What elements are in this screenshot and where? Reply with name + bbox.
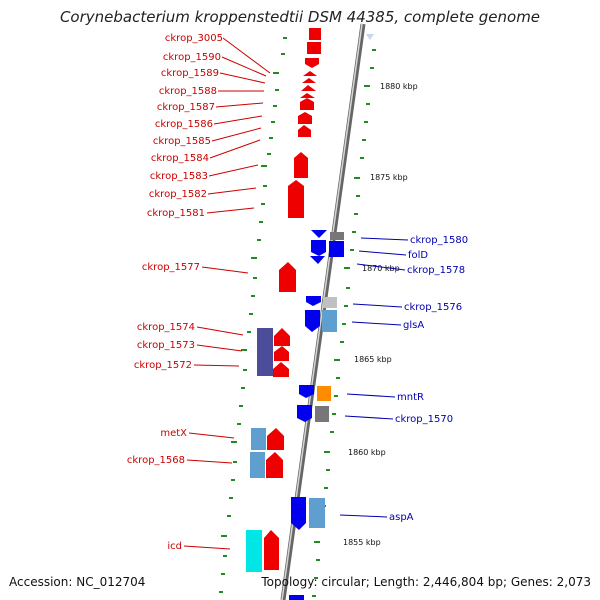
gene-bottom-partial[interactable] (289, 595, 304, 600)
other-genes (246, 232, 344, 572)
label-ckrop-1574[interactable]: ckrop_1574 (137, 322, 195, 333)
gene-pseudo-1579[interactable] (330, 232, 344, 240)
accession-text: Accession: NC_012704 (9, 575, 146, 589)
label-aspA[interactable]: aspA (389, 512, 414, 523)
gene-ckrop-1568[interactable] (266, 452, 283, 478)
gene-ckrop-1590[interactable] (307, 42, 321, 54)
gene-glsA[interactable] (305, 310, 320, 332)
label-mntR[interactable]: mntR (397, 392, 424, 403)
label-ckrop-1583[interactable]: ckrop_1583 (150, 171, 208, 182)
gene-ckrop-1581[interactable] (288, 180, 304, 218)
gene-ckrop-1573[interactable] (274, 346, 289, 361)
label-ckrop-1582[interactable]: ckrop_1582 (149, 189, 207, 200)
gene-ckrop-1586a[interactable] (301, 85, 316, 91)
gene-rna-1568[interactable] (250, 452, 265, 478)
gene-ckrop-1580-top[interactable] (311, 230, 327, 238)
gene-icd-forward[interactable] (264, 530, 279, 570)
gene-ckrop-1585[interactable] (300, 98, 314, 110)
label-metX[interactable]: metX (160, 428, 187, 439)
scale-label-1880: 1880 kbp (380, 82, 418, 91)
scale-label-1860: 1860 kbp (348, 448, 386, 457)
gene-ckrop-1587[interactable] (302, 78, 316, 83)
gene-ckrop-1584[interactable] (298, 112, 312, 124)
label-ckrop-1580[interactable]: ckrop_1580 (410, 235, 468, 246)
label-ckrop-1589[interactable]: ckrop_1589 (161, 68, 219, 79)
gene-ckrop-1583[interactable] (298, 125, 311, 137)
label-ckrop-1570[interactable]: ckrop_1570 (395, 414, 453, 425)
scale-label-1855: 1855 kbp (343, 538, 381, 547)
genome-summary-text: Topology: circular; Length: 2,446,804 bp… (261, 575, 591, 589)
label-ckrop-3005[interactable]: ckrop_3005 (165, 33, 223, 44)
gene-pseudo-1571[interactable] (315, 406, 329, 422)
label-ckrop-1568[interactable]: ckrop_1568 (127, 455, 185, 466)
label-ckrop-1588[interactable]: ckrop_1588 (159, 86, 217, 97)
label-folD[interactable]: folD (408, 250, 428, 261)
gene-cyan-icd[interactable] (246, 530, 262, 572)
gene-ckrop-1588[interactable] (303, 71, 317, 76)
scale-label-1875: 1875 kbp (370, 173, 408, 182)
forward-genes (264, 28, 321, 570)
gene-ckrop-1586b[interactable] (300, 93, 315, 98)
label-ckrop-1572[interactable]: ckrop_1572 (134, 360, 192, 371)
left-leader-lines (183, 37, 271, 550)
label-ckrop-1576[interactable]: ckrop_1576 (404, 302, 462, 313)
label-ckrop-1585[interactable]: ckrop_1585 (153, 136, 211, 147)
label-ckrop-1590[interactable]: ckrop_1590 (163, 52, 221, 63)
label-ckrop-1587[interactable]: ckrop_1587 (157, 102, 215, 113)
label-ckrop-1584[interactable]: ckrop_1584 (151, 153, 209, 164)
label-ckrop-1577[interactable]: ckrop_1577 (142, 262, 200, 273)
gene-ckrop-1572[interactable] (273, 362, 289, 377)
label-ckrop-1581[interactable]: ckrop_1581 (147, 208, 205, 219)
gene-ckrop-1589[interactable] (305, 58, 319, 68)
label-ckrop-1578[interactable]: ckrop_1578 (407, 265, 465, 276)
gene-ckrop-1577[interactable] (279, 262, 296, 292)
gene-ckrop-1576[interactable] (306, 296, 321, 306)
reverse-genes (289, 230, 344, 600)
label-glsA[interactable]: glsA (403, 320, 424, 331)
label-icd[interactable]: icd (167, 541, 182, 552)
gene-rna-glsA[interactable] (322, 310, 337, 332)
gene-rna-metX[interactable] (251, 428, 266, 450)
scale-label-1865: 1865 kbp (354, 355, 392, 364)
backbone-end-marker (366, 34, 374, 40)
gene-mntR[interactable] (299, 385, 314, 398)
gene-light-1575[interactable] (323, 297, 337, 308)
gene-dark-1574[interactable] (257, 328, 273, 376)
label-ckrop-1586[interactable]: ckrop_1586 (155, 119, 213, 130)
gene-ckrop-1574[interactable] (274, 328, 290, 346)
inner-tick-ring-left (219, 37, 287, 593)
gene-ckrop-1580[interactable] (311, 240, 326, 256)
gene-rna-aspA[interactable] (309, 498, 325, 528)
gene-ckrop-1582[interactable] (294, 152, 308, 178)
left-gene-labels: ckrop_3005 ckrop_1590 ckrop_1589 ckrop_1… (127, 33, 223, 552)
gene-folD[interactable] (329, 241, 344, 257)
map-title: Corynebacterium kroppenstedtii DSM 44385… (59, 8, 541, 26)
scale-label-1870: 1870 kbp (362, 264, 400, 273)
gene-aspA[interactable] (291, 497, 306, 530)
right-leader-lines (339, 237, 409, 518)
right-gene-labels: ckrop_1580 folD ckrop_1578 ckrop_1576 gl… (389, 235, 468, 523)
gene-metX[interactable] (267, 428, 284, 450)
gene-ckrop-3005[interactable] (309, 28, 321, 40)
gene-ckrop-1570[interactable] (297, 405, 312, 422)
gene-orange-mntR[interactable] (317, 386, 331, 401)
scale-labels: 1880 kbp 1875 kbp 1870 kbp 1865 kbp 1860… (343, 82, 418, 547)
gene-ckrop-1578[interactable] (310, 256, 325, 264)
label-ckrop-1573[interactable]: ckrop_1573 (137, 340, 195, 351)
